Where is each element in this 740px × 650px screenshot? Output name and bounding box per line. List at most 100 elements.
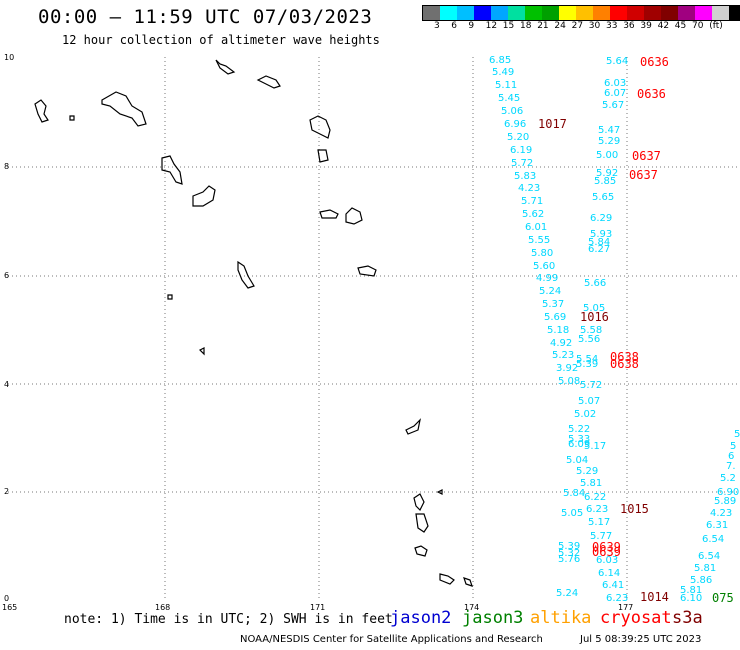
swh-label: 5.17 (588, 517, 610, 528)
swh-label: 5.92 (596, 168, 618, 179)
swh-label: 5.83 (514, 171, 536, 182)
legend-swatch (508, 6, 525, 20)
legend-label: 30 (588, 21, 601, 31)
time-label: 0638 (610, 357, 639, 371)
x-tick-label: 168 (155, 603, 170, 612)
swh-label: 5.81 (0, 0, 22, 3)
swh-label: 5.29 (598, 136, 620, 147)
x-tick-label: 174 (464, 603, 479, 612)
island-outline (317, 149, 329, 163)
island-outline (198, 347, 205, 356)
legend-swatch (525, 6, 542, 20)
island-outline (439, 573, 455, 585)
swh-label: 5.84 (588, 237, 610, 248)
swh-label: 5.05 (583, 303, 605, 314)
swh-label: 4.92 (550, 338, 572, 349)
swh-label: 4.23 (710, 508, 732, 519)
swh-label: 5.58 (580, 325, 602, 336)
legend-label: 39 (640, 21, 652, 31)
y-tick-label: 6 (4, 271, 9, 280)
swh-label: 5.66 (584, 278, 606, 289)
island-outline (319, 209, 339, 219)
satellite-label-altika: altika (530, 608, 592, 628)
swh-label: 6.96 (504, 119, 526, 130)
island-outline (192, 185, 216, 207)
legend-label: 3 (434, 21, 440, 31)
time-label: 1015 (620, 502, 649, 516)
time-label: 0636 (640, 55, 669, 69)
legend-label: 36 (623, 21, 635, 31)
swh-label: 7. (726, 461, 736, 472)
swh-label: 6.03 (604, 78, 626, 89)
pass-time-labels: 1017 1016 1015 1014 0636 0636 0637 0637 06380638… (538, 55, 734, 605)
swh-label: 5.02 (574, 409, 596, 420)
note-text: note: 1) Time is in UTC; 2) SWH is in fe… (64, 612, 393, 627)
color-legend-bar (422, 5, 740, 21)
swh-label: 5.24 (539, 286, 561, 297)
swh-label: 6.85 (489, 55, 511, 66)
y-tick-label: 10 (4, 53, 14, 62)
swh-label: 6.07 (604, 88, 626, 99)
swh-label: 5.07 (578, 396, 600, 407)
legend-swatch (695, 6, 712, 20)
swh-label: 5.80 (531, 248, 553, 259)
swh-label: 6.03 (596, 555, 618, 566)
swh-label: 5.77 (590, 531, 612, 542)
legend-swatch (644, 6, 661, 20)
swh-label: 5.54 (576, 354, 598, 365)
satellite-label-s3a: s3a (672, 608, 703, 628)
map-grid (8, 57, 740, 600)
legend-swatch (712, 6, 729, 20)
legend-swatch (610, 6, 627, 20)
island-outline (161, 155, 183, 185)
swh-label: 6.23 (586, 504, 608, 515)
legend-label: 33 (606, 21, 618, 31)
island-outline (414, 545, 428, 557)
island-outline (309, 115, 331, 139)
swh-label: 5.64 (606, 56, 628, 67)
y-tick-label: 4 (4, 380, 9, 389)
legend-swatch (440, 6, 457, 20)
island-outline (101, 91, 147, 127)
island-outline (256, 75, 281, 89)
legend-label: 70 (692, 21, 704, 31)
time-label: 0638 (610, 350, 639, 364)
legend-swatch (576, 6, 593, 20)
swh-label: 5.81 (580, 478, 602, 489)
swh-label: 5.29 (576, 466, 598, 477)
legend-label: 27 (571, 21, 584, 31)
island-outline (405, 418, 421, 435)
swh-label: 5.17 (584, 441, 606, 452)
swh-label: 4.23 (518, 183, 540, 194)
swh-label: 5.39 (576, 359, 598, 370)
swh-label: 5.85 (594, 176, 616, 187)
swh-label: 5.71 (521, 196, 543, 207)
swh-label: 5.69 (544, 312, 566, 323)
swh-label: 5.11 (495, 80, 517, 91)
x-tick-label: 171 (310, 603, 325, 612)
legend-swatch (678, 6, 695, 20)
swh-label: 5.47 (598, 125, 620, 136)
legend-label: 12 (485, 21, 498, 31)
legend-swatch (423, 6, 440, 20)
legend-label: 15 (502, 21, 515, 31)
island-outline (413, 493, 425, 512)
y-tick-label: 8 (4, 162, 9, 171)
swh-label: 5.20 (507, 132, 529, 143)
swh-label: 5.55 (528, 235, 550, 246)
swh-label: 5.84 (563, 488, 585, 499)
swh-label: 5.32 (558, 548, 580, 559)
swh-label: 6.23 (606, 593, 628, 604)
time-label: 0639 (592, 540, 621, 554)
swh-label: 5.72 (511, 158, 533, 169)
island-outline (463, 577, 473, 587)
island-outline (34, 99, 49, 123)
y-tick-label: 2 (4, 487, 9, 496)
swh-label: 5.49 (492, 67, 514, 78)
satellite-label-cryosat: cryosat (600, 608, 672, 628)
time-label: 1016 (580, 310, 609, 324)
swh-label: 5.39 (558, 541, 580, 552)
swh-label: 6.10 (680, 593, 702, 604)
wave-height-labels: 6.855.495.115.455.066.965.206.195.725.83… (0, 0, 740, 604)
